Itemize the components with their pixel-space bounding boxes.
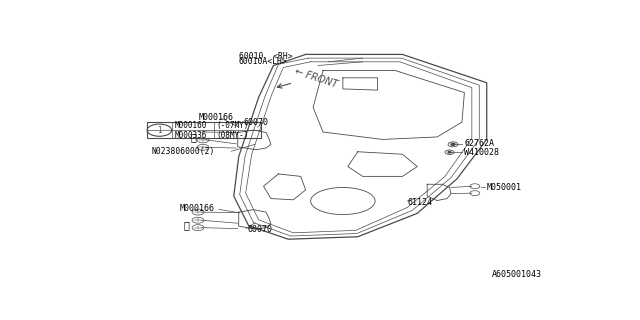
Circle shape	[451, 143, 455, 145]
Text: 60010  <RH>: 60010 <RH>	[239, 52, 292, 61]
Text: 60010A<LH>: 60010A<LH>	[239, 57, 287, 66]
Text: (08MY-): (08MY-)	[216, 131, 249, 140]
Text: ①: ①	[184, 220, 189, 230]
Text: M000336: M000336	[174, 131, 207, 140]
Bar	[147, 122, 261, 138]
Text: ①: ①	[190, 132, 196, 142]
Text: ← FRONT: ← FRONT	[293, 66, 339, 90]
Text: 60070: 60070	[248, 225, 273, 234]
Text: M000166: M000166	[179, 204, 214, 213]
Text: (-07MY): (-07MY)	[216, 121, 249, 130]
Text: 60070: 60070	[244, 118, 269, 127]
Text: M050001: M050001	[486, 183, 522, 192]
Text: W410028: W410028	[465, 148, 499, 157]
Text: A605001043: A605001043	[492, 270, 541, 279]
Text: 61124: 61124	[408, 198, 433, 207]
Text: 62762A: 62762A	[465, 139, 495, 148]
Text: 1: 1	[157, 126, 162, 135]
Text: M000166: M000166	[199, 113, 234, 122]
Circle shape	[448, 151, 451, 153]
Text: M000160: M000160	[174, 121, 207, 130]
Text: N023806000(2): N023806000(2)	[152, 147, 215, 156]
